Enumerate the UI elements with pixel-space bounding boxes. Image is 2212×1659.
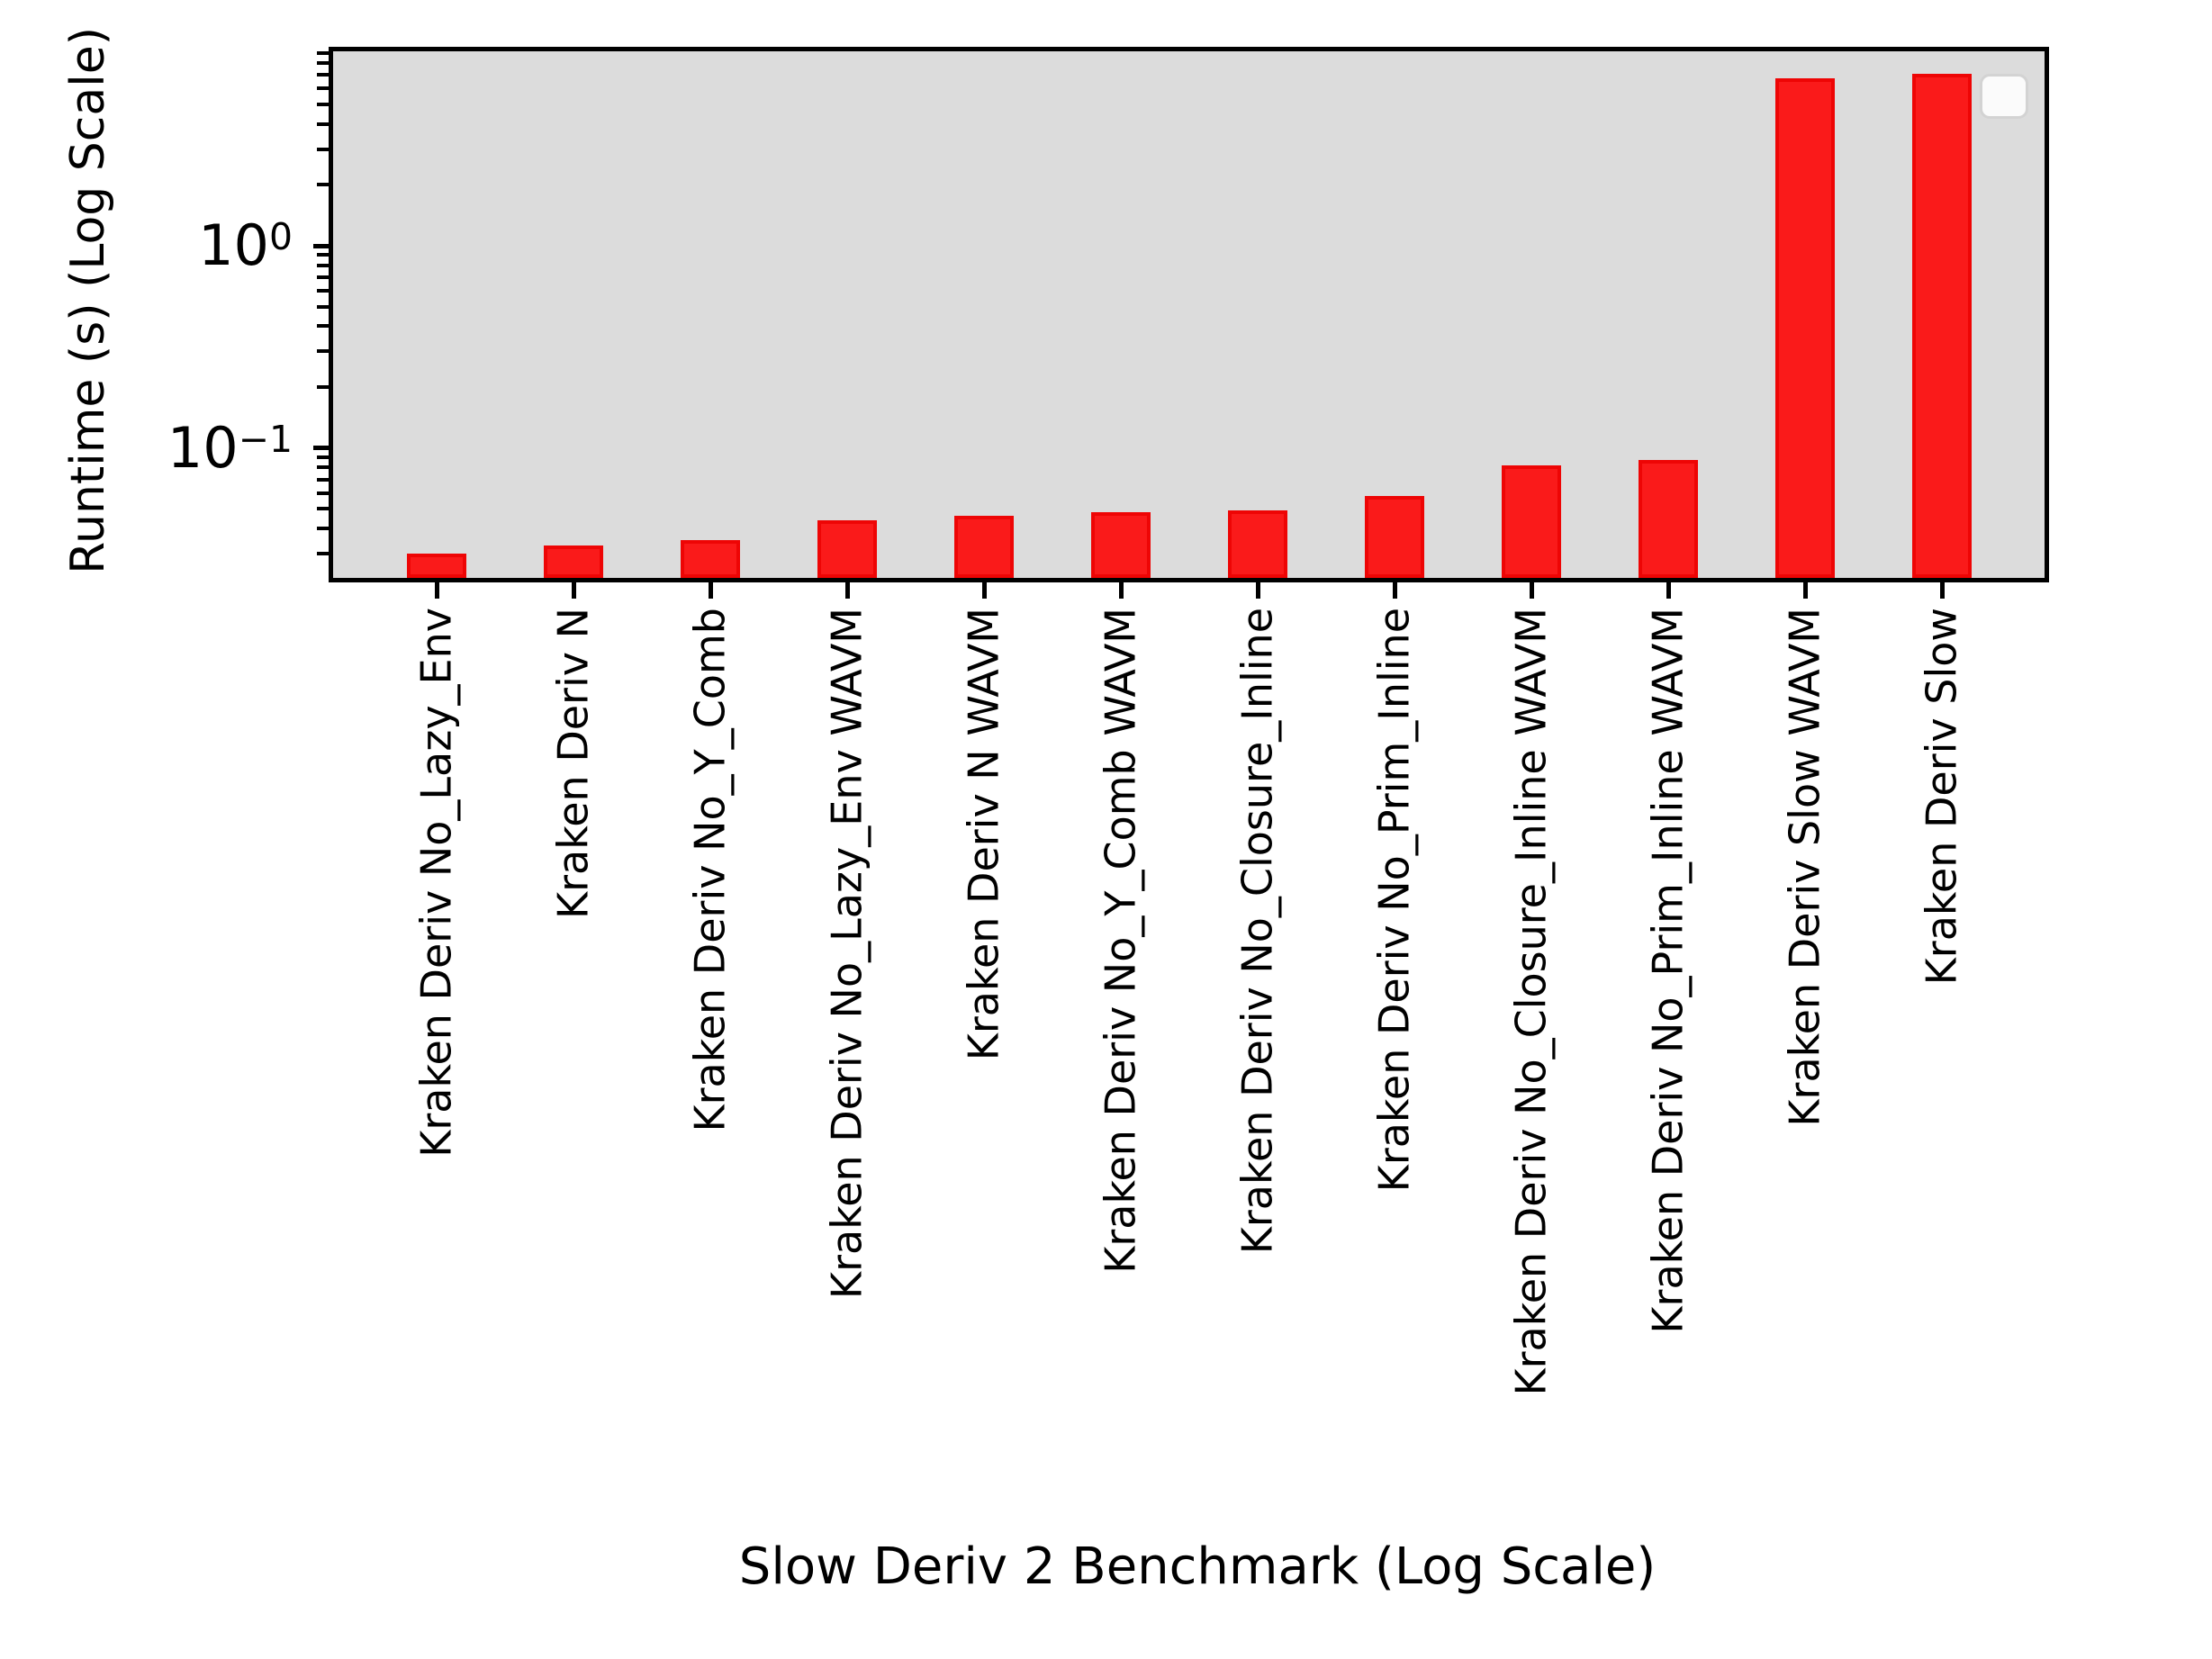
y-minor-tick-0.06 [317,491,329,495]
y-minor-tick-0.9 [317,253,329,257]
x-category-label-7: Kraken Deriv No_Closure_Inline [1232,608,1282,1255]
y-major-tick-1 [313,243,329,248]
y-minor-tick-0.30000000000000004 [317,349,329,354]
x-tick-1 [434,582,439,599]
bar-8 [1365,495,1424,578]
x-tick-10 [1666,582,1671,599]
x-tick-9 [1529,582,1534,599]
legend [1980,74,2028,119]
y-axis-title: Runtime (s) (Log Scale) [61,27,115,574]
x-axis-title: Slow Deriv 2 Benchmark (Log Scale) [738,1537,1657,1596]
bar-12 [1912,73,1972,578]
y-minor-tick-0.03 [317,552,329,556]
x-category-label-11: Kraken Deriv Slow WAVM [1780,608,1829,1127]
x-category-label-8: Kraken Deriv No_Prim_Inline [1369,608,1419,1193]
y-minor-tick-0.2 [317,385,329,390]
x-category-label-9: Kraken Deriv No_Closure_Inline WAVM [1506,608,1556,1396]
y-minor-tick-6 [317,86,329,91]
y-minor-tick-0.05 [317,507,329,511]
y-minor-tick-0.09 [317,455,329,459]
y-minor-tick-0.08 [317,465,329,470]
y-minor-tick-5 [317,102,329,106]
x-tick-7 [1255,582,1260,599]
y-tick-label-1: 100 [198,212,293,278]
x-tick-4 [844,582,850,599]
y-minor-tick-2 [317,183,329,187]
y-minor-tick-8 [317,61,329,66]
y-minor-tick-9 [317,50,329,55]
x-tick-3 [708,582,713,599]
bar-3 [681,540,740,578]
y-major-tick-2 [313,446,329,451]
x-tick-6 [1118,582,1124,599]
x-category-label-6: Kraken Deriv No_Y_Comb WAVM [1096,608,1145,1274]
bar-1 [407,554,466,578]
bar-11 [1775,78,1835,578]
y-minor-tick-3 [317,147,329,151]
y-minor-tick-0.5 [317,304,329,309]
x-tick-11 [1802,582,1808,599]
y-minor-tick-4 [317,122,329,126]
x-category-label-3: Kraken Deriv No_Y_Comb [685,608,735,1132]
bar-6 [1091,512,1151,578]
y-minor-tick-0.8 [317,263,329,267]
x-tick-12 [1939,582,1945,599]
x-category-label-4: Kraken Deriv No_Lazy_Env WAVM [822,608,871,1300]
x-category-label-12: Kraken Deriv Slow [1917,608,1966,986]
bar-2 [544,545,603,578]
y-tick-label-2: 10−1 [167,414,293,481]
bar-9 [1502,465,1561,578]
plot-area [313,47,2049,599]
bar-4 [817,519,877,578]
x-category-label-1: Kraken Deriv No_Lazy_Env [411,608,461,1158]
x-tick-8 [1392,582,1397,599]
x-category-label-5: Kraken Deriv N WAVM [959,608,1008,1061]
x-tick-5 [981,582,987,599]
x-category-label-2: Kraken Deriv N [548,608,598,920]
bar-7 [1228,510,1287,578]
bar-5 [954,516,1014,578]
y-minor-tick-0.07 [317,477,329,482]
y-minor-tick-7 [317,73,329,77]
y-minor-tick-0.04 [317,527,329,531]
y-minor-tick-0.4 [317,324,329,329]
bar-10 [1639,460,1698,578]
x-tick-2 [571,582,576,599]
y-minor-tick-0.7000000000000001 [317,275,329,279]
x-category-label-10: Kraken Deriv No_Prim_Inline WAVM [1643,608,1693,1334]
y-minor-tick-0.6000000000000001 [317,288,329,293]
